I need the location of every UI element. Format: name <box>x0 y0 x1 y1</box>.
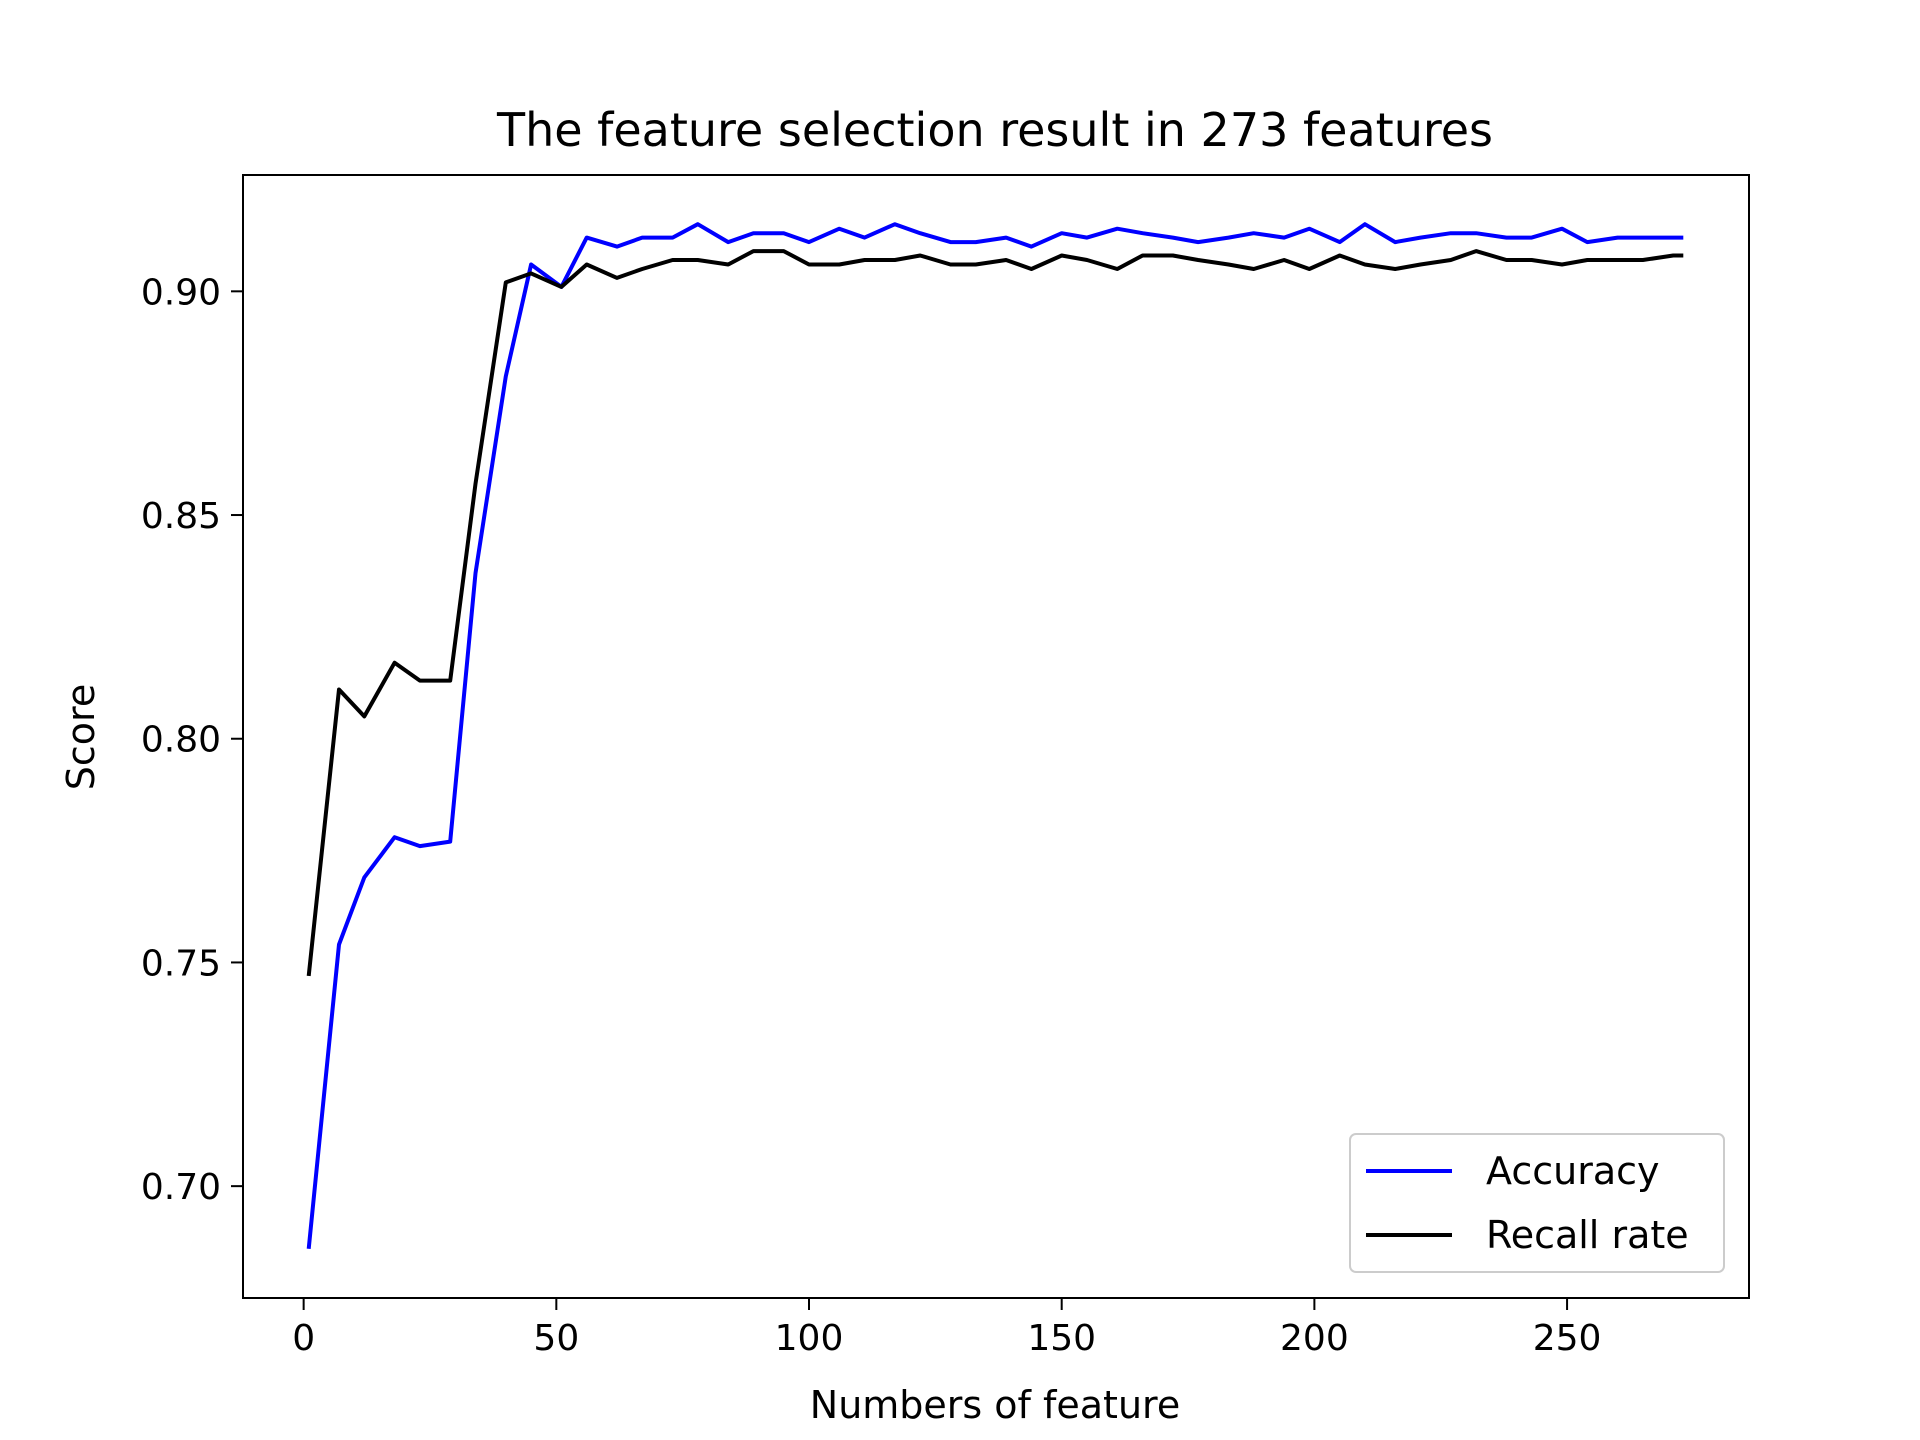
x-tick-label: 100 <box>775 1318 844 1359</box>
legend-label-0: Accuracy <box>1486 1149 1660 1193</box>
x-tick-label: 0 <box>292 1318 315 1359</box>
x-tick-label: 50 <box>533 1318 579 1359</box>
chart-title: The feature selection result in 273 feat… <box>496 103 1493 157</box>
y-tick-label: 0.75 <box>141 943 221 984</box>
plot-frame <box>242 174 1750 1299</box>
legend: Accuracy Recall rate <box>1349 1133 1725 1273</box>
y-tick-label: 0.85 <box>141 496 221 537</box>
series-layer <box>306 222 1684 1249</box>
x-tick-label: 150 <box>1027 1318 1096 1359</box>
legend-label-1: Recall rate <box>1486 1213 1689 1257</box>
legend-box <box>1349 1133 1725 1273</box>
y-tick-label: 0.80 <box>141 720 221 761</box>
x-tick-label: 250 <box>1533 1318 1602 1359</box>
y-axis: 0.70 0.75 0.80 0.85 0.90 <box>141 272 243 1208</box>
y-tick-label: 0.70 <box>141 1167 221 1208</box>
x-tick-label: 200 <box>1280 1318 1349 1359</box>
y-axis-label: Score <box>59 684 103 790</box>
x-axis: 0 50 100 150 200 250 <box>292 1298 1601 1359</box>
series-line-1 <box>306 249 1684 977</box>
x-axis-label: Numbers of feature <box>810 1383 1180 1427</box>
y-tick-label: 0.90 <box>141 272 221 313</box>
series-line-0 <box>306 222 1684 1249</box>
